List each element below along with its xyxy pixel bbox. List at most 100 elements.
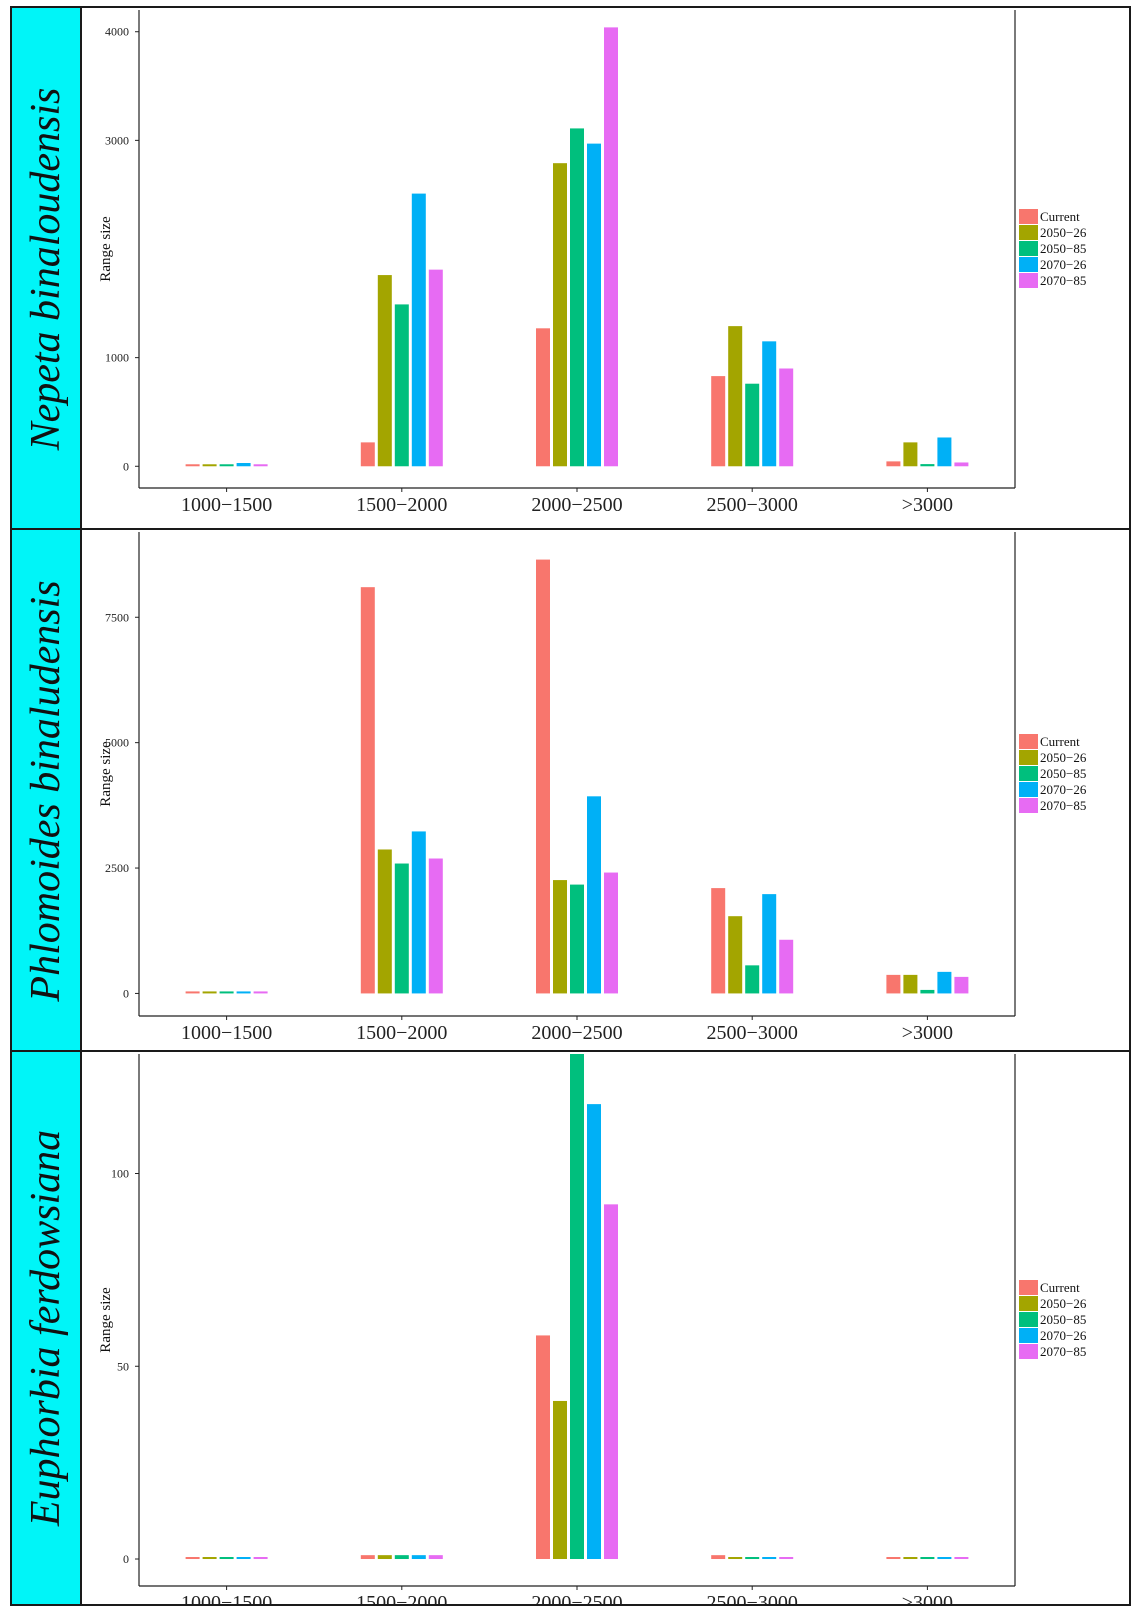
- legend-label: 2050−85: [1040, 241, 1086, 256]
- x-tick-label: 2500−3000: [707, 1592, 798, 1604]
- bar: [779, 1557, 794, 1560]
- bar: [536, 559, 550, 994]
- bar: [954, 462, 969, 467]
- bar: [553, 1400, 567, 1560]
- bar: [762, 341, 777, 467]
- bar: [202, 1557, 217, 1560]
- bar: [587, 143, 601, 467]
- y-tick-label: 5000: [105, 736, 129, 750]
- bar: [536, 1335, 550, 1560]
- bar: [886, 461, 901, 467]
- bar: [394, 1555, 409, 1560]
- y-axis-title: Range size: [98, 1287, 114, 1353]
- legend-label: 2070−26: [1040, 782, 1087, 797]
- bar: [202, 464, 217, 467]
- bar: [937, 971, 952, 994]
- x-tick-label: 2000−2500: [531, 1022, 622, 1044]
- bar: [377, 1555, 392, 1560]
- legend-swatch: [1019, 798, 1038, 813]
- legend-swatch: [1019, 225, 1038, 240]
- bar: [202, 991, 217, 994]
- bar: [236, 1557, 251, 1560]
- bar: [779, 939, 794, 994]
- bar: [745, 965, 760, 994]
- y-tick-label: 4000: [105, 25, 129, 39]
- legend-swatch: [1019, 241, 1038, 256]
- bar: [728, 916, 743, 994]
- species-label-panel: Euphorbia ferdowsiana: [12, 1052, 82, 1604]
- legend-label: 2050−26: [1040, 1296, 1087, 1311]
- legend-swatch: [1019, 273, 1038, 288]
- panel-euphorbia: Euphorbia ferdowsiana 0 50 100 Range size 10…: [10, 1050, 1131, 1606]
- legend-label: Current: [1040, 734, 1080, 749]
- y-tick-label: 0: [123, 986, 129, 1000]
- legend-label: 2070−26: [1040, 257, 1087, 272]
- bar: [219, 991, 234, 994]
- legend-swatch: [1019, 782, 1038, 797]
- y-tick-label: 1000: [105, 351, 129, 365]
- bar: [954, 1557, 969, 1560]
- legend-label: 2050−85: [1040, 1312, 1086, 1327]
- species-label-panel: Nepeta binaloudensis: [12, 8, 82, 529]
- bar: [604, 1204, 618, 1560]
- bar: [360, 1555, 375, 1560]
- legend-label: Current: [1040, 1280, 1080, 1295]
- bar: [779, 368, 794, 467]
- bar: [728, 326, 743, 467]
- x-tick-label: 1000−1500: [181, 1592, 272, 1604]
- bar: [920, 989, 935, 994]
- bar-chart-euphorbia: 0 50 100 Range size 1000−1500 1500−2000 2000−2…: [98, 1054, 1087, 1604]
- bar: [903, 974, 918, 994]
- bar: [236, 463, 251, 467]
- species-label-panel: Phlomoides binaludensis: [12, 530, 82, 1051]
- bar: [185, 1557, 200, 1560]
- bar: [428, 269, 443, 467]
- legend-swatch: [1019, 257, 1038, 272]
- bar: [762, 894, 777, 994]
- bar: [185, 464, 200, 467]
- bar: [219, 1557, 234, 1560]
- bar: [219, 464, 234, 467]
- bar: [377, 275, 392, 467]
- legend-swatch: [1019, 734, 1038, 749]
- legend-swatch: [1019, 750, 1038, 765]
- x-tick-label: 1500−2000: [356, 1592, 447, 1604]
- legend-label: 2070−85: [1040, 1344, 1086, 1359]
- bar: [570, 128, 584, 467]
- legend-label: 2070−26: [1040, 1328, 1087, 1343]
- bar: [762, 1557, 777, 1560]
- bar: [711, 1555, 726, 1560]
- bar: [937, 1557, 952, 1560]
- legend-label: 2050−26: [1040, 750, 1087, 765]
- bar: [711, 888, 726, 994]
- bar: [411, 1555, 426, 1560]
- bar: [428, 1555, 443, 1560]
- x-tick-label: >3000: [902, 1592, 953, 1604]
- bar: [377, 849, 392, 994]
- panel-phlomoides: Phlomoides binaludensis 0 2500 5000 7500 Ran…: [10, 528, 1131, 1053]
- bar: [937, 437, 952, 467]
- bar: [587, 796, 601, 994]
- legend-swatch: [1019, 1280, 1038, 1295]
- x-tick-label: 1500−2000: [356, 494, 447, 516]
- legend-swatch: [1019, 209, 1038, 224]
- bar-chart-nepeta: 0 1000 3000 4000 Range size 1000−1500 1500−200…: [98, 10, 1087, 516]
- y-tick-label: 50: [117, 1359, 129, 1373]
- bar: [253, 991, 268, 994]
- legend-label: 2050−85: [1040, 766, 1086, 781]
- x-tick-label: >3000: [902, 494, 953, 516]
- x-tick-label: 2000−2500: [531, 1592, 622, 1604]
- bar: [954, 976, 969, 994]
- bar: [360, 587, 375, 994]
- legend-swatch: [1019, 1328, 1038, 1343]
- x-tick-label: 1500−2000: [356, 1022, 447, 1044]
- legend-label: 2050−26: [1040, 225, 1087, 240]
- y-tick-label: 2500: [105, 861, 129, 875]
- y-tick-label: 7500: [105, 610, 129, 624]
- bar: [253, 1557, 268, 1560]
- x-tick-label: 2500−3000: [707, 1022, 798, 1044]
- x-tick-label: 2500−3000: [707, 494, 798, 516]
- bar: [553, 163, 567, 467]
- bar: [920, 1557, 935, 1560]
- x-tick-label: >3000: [902, 1022, 953, 1044]
